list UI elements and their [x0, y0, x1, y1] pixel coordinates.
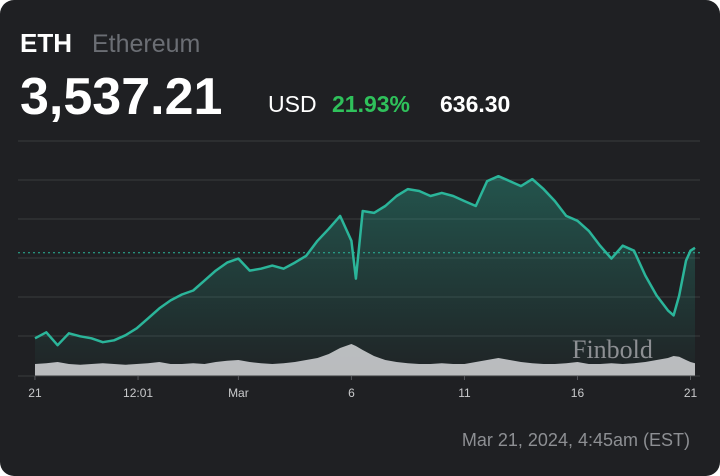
price-line: [34, 174, 696, 347]
price: 3,537.21: [20, 68, 222, 126]
x-tick-label: 11: [458, 386, 471, 400]
currency: USD: [268, 91, 317, 117]
x-tick-label: 16: [571, 386, 585, 400]
timestamp: Mar 21, 2024, 4:45am (EST): [462, 430, 690, 450]
x-tick-label: 6: [348, 386, 355, 400]
asset-name: Ethereum: [92, 30, 200, 58]
change-abs: 636.30: [440, 91, 510, 117]
x-tick-label: 21: [684, 386, 698, 400]
price-area: [34, 176, 696, 376]
x-tick-label: 21: [28, 386, 42, 400]
symbol: ETH: [20, 28, 72, 58]
change-pct: 21.93%: [332, 91, 410, 117]
x-tick-label: Mar: [228, 386, 249, 400]
volume-area: [34, 344, 696, 376]
x-tick-label: 12:01: [123, 386, 153, 400]
watermark: Finbold: [572, 335, 653, 364]
